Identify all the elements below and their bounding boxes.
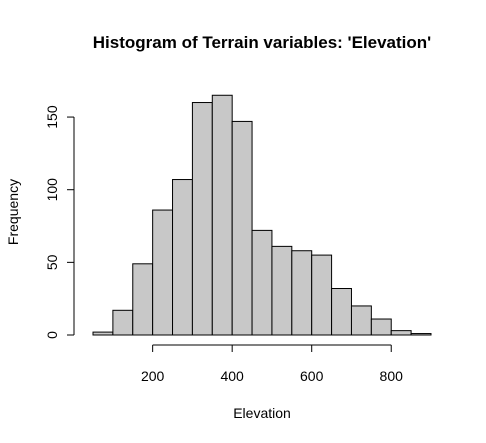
histogram-bar [370, 318, 392, 336]
x-tick-label: 800 [380, 368, 404, 384]
x-axis: 200 400 600 800 [141, 344, 404, 384]
histogram-bar [390, 330, 412, 336]
histogram-bar [132, 263, 154, 336]
y-axis: 0 50 100 150 [44, 105, 75, 339]
chart-title: Histogram of Terrain variables: 'Elevati… [93, 33, 431, 52]
histogram-bar [191, 102, 213, 336]
x-axis-label: Elevation [233, 405, 291, 421]
y-tick-label: 150 [44, 105, 60, 129]
histogram-bar [311, 254, 333, 336]
histogram-bar [410, 333, 432, 336]
x-tick-label: 200 [141, 368, 165, 384]
histogram-bar [291, 250, 313, 336]
y-tick-label: 100 [44, 178, 60, 202]
bars-group [92, 94, 432, 336]
histogram-bar [331, 288, 352, 336]
histogram-bar [251, 229, 273, 336]
histogram-bar [231, 120, 253, 336]
x-tick-label: 600 [300, 368, 324, 384]
histogram-bar [172, 179, 193, 336]
histogram-bar [152, 209, 174, 336]
y-tick-label: 50 [44, 254, 60, 270]
y-tick-label: 0 [44, 331, 60, 339]
histogram-bar [211, 94, 233, 336]
histogram-bar [92, 331, 114, 336]
x-tick-label: 400 [220, 368, 244, 384]
y-axis-label: Frequency [5, 179, 21, 245]
histogram-bar [112, 309, 134, 336]
histogram-bar [350, 305, 372, 336]
histogram-bar [271, 245, 293, 336]
